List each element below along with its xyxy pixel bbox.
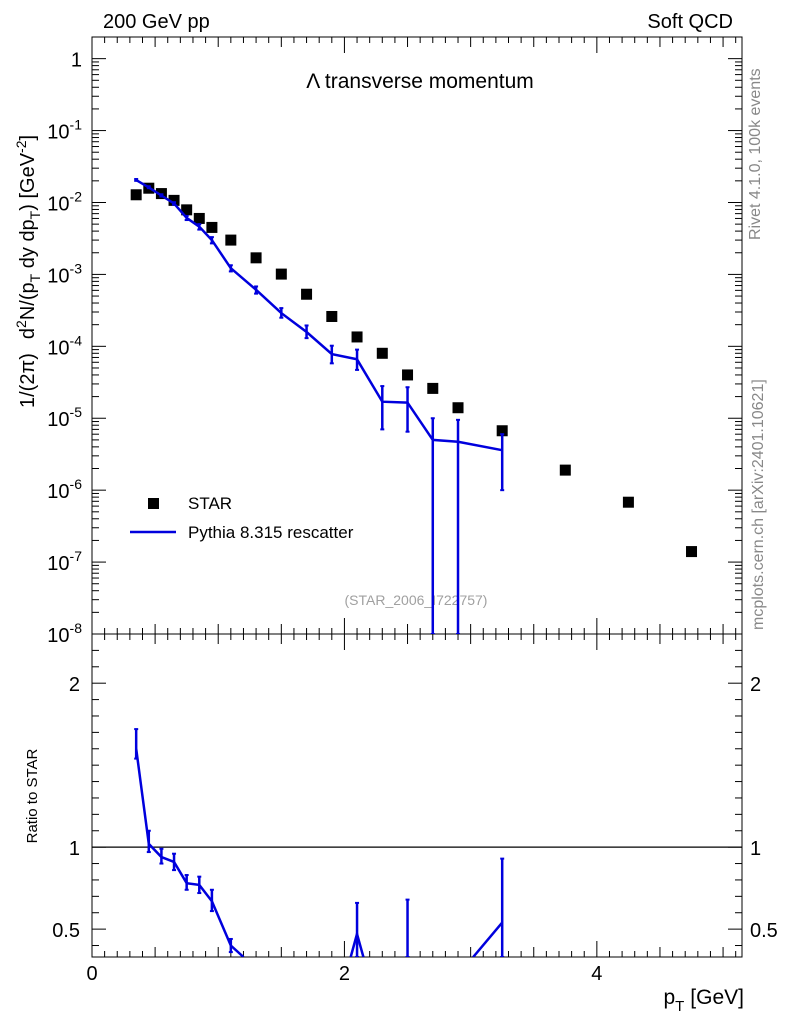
y-label-mid: N/(p [17, 282, 39, 320]
star-point [250, 252, 262, 264]
legend-star-label: STAR [188, 494, 232, 513]
y-label-sup3: -2 [13, 140, 29, 153]
star-point [402, 369, 414, 381]
star-point [275, 268, 287, 280]
header-right: Soft QCD [647, 11, 733, 33]
y-tick-label: 10-3 [47, 260, 82, 287]
ratio-y-tick-label-left: 0.5 [52, 920, 80, 942]
ratio-y-tick-label-right: 0.5 [750, 920, 778, 942]
x-tick-label: 2 [339, 963, 350, 985]
ratio-y-tick-label-right: 2 [750, 674, 761, 696]
main-y-tick-labels: 1 10-1 10-2 10-3 10-4 10-5 10-6 10-7 10-8 0.5 0.5 1… [47, 50, 778, 942]
rivet-label: Rivet 4.1.0, 100k events [747, 68, 764, 240]
star-point [351, 331, 363, 343]
y-axis-label: 1/(2π)d2N/(pT dy dpT) [GeV-2] [13, 135, 43, 408]
y-tick-label: 10-7 [47, 548, 82, 575]
star-point [496, 425, 508, 437]
y-tick-label: 10-2 [47, 188, 82, 215]
y-label-sup2: 2 [13, 320, 29, 328]
star-point [326, 310, 338, 322]
main-panel-frame [91, 36, 743, 635]
ratio-axis-ticks [91, 634, 742, 957]
x-label-unit: [GeV] [690, 986, 744, 1009]
x-tick-label: 0 [86, 963, 97, 985]
ratio-y-tick-label-left: 2 [69, 674, 80, 696]
y-label-sub1: T [27, 273, 43, 282]
x-label-sub: T [675, 998, 684, 1015]
star-point [686, 546, 698, 558]
y-tick-label: 10-4 [47, 332, 82, 359]
ratio-line-segment [134, 748, 245, 957]
star-point [225, 234, 237, 246]
chart-title: Λ transverse momentum [306, 70, 534, 93]
star-point [559, 464, 571, 476]
ratio-panel-frame [91, 633, 743, 958]
ratio-line-segment [472, 921, 504, 957]
main-axis-ticks [91, 36, 742, 635]
star-point [193, 212, 205, 224]
pythia-line [135, 179, 503, 452]
x-tick-label: 4 [591, 963, 602, 985]
y-label-sub2: T [27, 210, 43, 219]
main-data-layer [130, 178, 698, 634]
x-axis-label: pT [GeV] [663, 986, 744, 1015]
star-point [301, 288, 313, 300]
y-label-mid3: ) [GeV [17, 152, 39, 210]
header-left: 200 GeV pp [103, 11, 210, 33]
y-label-prefix: 1/(2π) [17, 353, 39, 408]
ratio-y-tick-label-left: 1 [69, 838, 80, 860]
star-point [622, 496, 634, 508]
analysis-watermark: (STAR_2006_I722757) [345, 592, 488, 608]
star-point [168, 194, 180, 206]
y-tick-label: 1 [71, 50, 82, 72]
legend-star-marker [148, 498, 159, 509]
x-tick-labels: 0 2 4 [86, 963, 602, 985]
mcplots-label: mcplots.cern.ch [arXiv:2401.10621] [750, 379, 767, 630]
y-tick-label: 10-8 [47, 620, 82, 647]
y-tick-label: 10-1 [47, 117, 82, 144]
x-label-main: p [663, 986, 675, 1009]
legend: STAR Pythia 8.315 rescatter [130, 494, 354, 542]
star-point [376, 347, 388, 359]
y-tick-label: 10-6 [47, 476, 82, 503]
star-point [181, 204, 193, 216]
star-point [206, 221, 218, 233]
y-label-mid2: dy dp [17, 219, 39, 273]
star-point [427, 382, 439, 394]
y-label-d: d [17, 328, 39, 339]
star-point [452, 402, 464, 414]
y-tick-label: 10-5 [47, 404, 82, 431]
ratio-y-label: Ratio to STAR [24, 748, 41, 843]
legend-pythia-label: Pythia 8.315 rescatter [188, 523, 354, 542]
ratio-y-tick-label-right: 1 [750, 838, 761, 860]
y-label-end: ] [17, 135, 39, 141]
star-point [130, 189, 142, 201]
ratio-data-layer [134, 728, 505, 957]
